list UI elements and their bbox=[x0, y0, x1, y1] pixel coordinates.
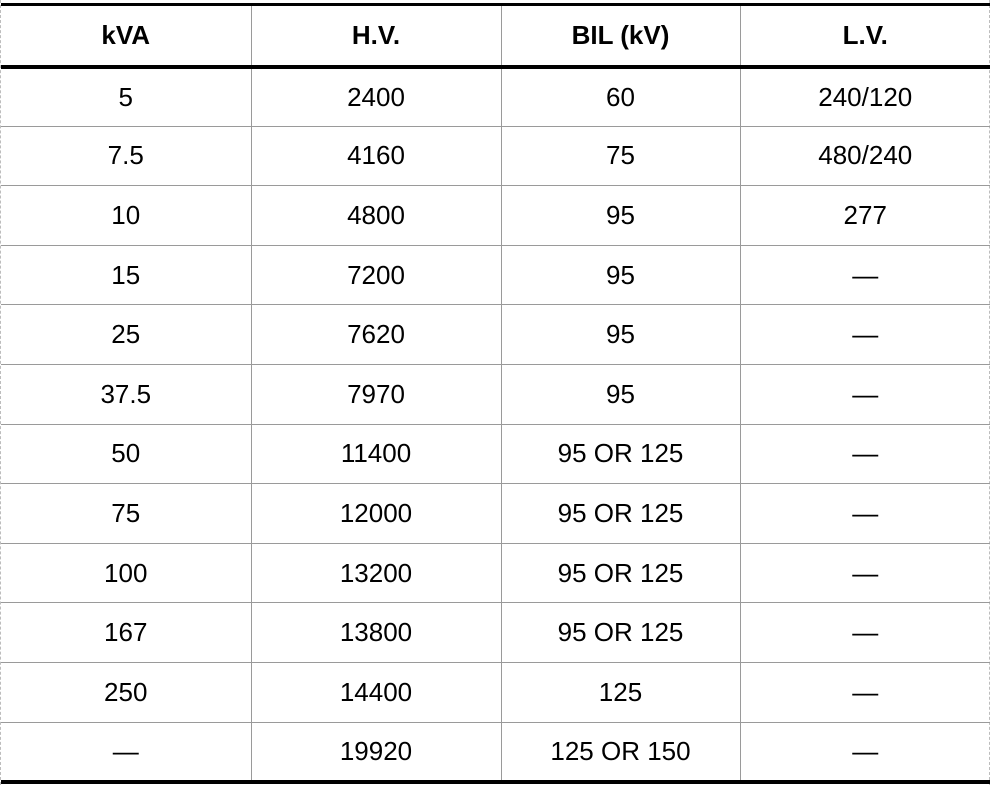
cell-lv: — bbox=[739, 661, 990, 723]
cell-lv: 240/120 bbox=[739, 66, 990, 127]
cell-bil: 95 bbox=[500, 185, 741, 246]
cell-hv: 7200 bbox=[250, 244, 502, 306]
cell-bil: 95 OR 125 bbox=[500, 542, 741, 604]
cell-hv: 14400 bbox=[250, 661, 502, 723]
table-row: 5 2400 60 240/120 bbox=[1, 66, 990, 127]
cell-kva: 5 bbox=[1, 66, 252, 127]
table-row: — 19920 125 OR 150 — bbox=[1, 721, 990, 784]
cell-bil: 95 bbox=[500, 304, 741, 365]
cell-kva: 100 bbox=[1, 542, 252, 604]
cell-bil: 125 OR 150 bbox=[500, 721, 741, 784]
table-row: 50 11400 95 OR 125 — bbox=[1, 423, 990, 485]
cell-kva: 250 bbox=[1, 661, 252, 723]
cell-bil: 75 bbox=[500, 125, 741, 187]
table-row: 25 7620 95 — bbox=[1, 304, 990, 365]
table-row: 15 7200 95 — bbox=[1, 244, 990, 306]
cell-kva: 25 bbox=[1, 304, 252, 365]
cell-lv: — bbox=[739, 244, 990, 306]
cell-kva: 50 bbox=[1, 423, 252, 485]
transformer-ratings-table: kVA H.V. BIL (kV) L.V. 5 2400 60 240/120… bbox=[1, 3, 990, 784]
cell-hv: 13800 bbox=[250, 602, 502, 663]
table-header-row: kVA H.V. BIL (kV) L.V. bbox=[1, 3, 990, 69]
table-row: 37.5 7970 95 — bbox=[1, 363, 990, 425]
cell-hv: 4800 bbox=[250, 185, 502, 246]
table-row: 167 13800 95 OR 125 — bbox=[1, 602, 990, 663]
cell-hv: 11400 bbox=[250, 423, 502, 485]
cell-lv: — bbox=[739, 483, 990, 544]
cell-bil: 95 OR 125 bbox=[500, 483, 741, 544]
header-bil: BIL (kV) bbox=[500, 3, 741, 69]
table-row: 75 12000 95 OR 125 — bbox=[1, 483, 990, 544]
cell-lv: — bbox=[739, 542, 990, 604]
cell-bil: 125 bbox=[500, 661, 741, 723]
cell-lv: — bbox=[739, 602, 990, 663]
cell-lv: — bbox=[739, 721, 990, 784]
cell-kva: 7.5 bbox=[1, 125, 252, 187]
table-row: 7.5 4160 75 480/240 bbox=[1, 125, 990, 187]
cell-hv: 2400 bbox=[250, 66, 502, 127]
header-hv: H.V. bbox=[250, 3, 502, 69]
cell-kva: 15 bbox=[1, 244, 252, 306]
header-kva: kVA bbox=[1, 3, 252, 69]
cell-bil: 95 OR 125 bbox=[500, 423, 741, 485]
cell-bil: 95 bbox=[500, 244, 741, 306]
cell-hv: 13200 bbox=[250, 542, 502, 604]
cell-kva: 10 bbox=[1, 185, 252, 246]
cell-hv: 12000 bbox=[250, 483, 502, 544]
cell-kva: 37.5 bbox=[1, 363, 252, 425]
table-row: 250 14400 125 — bbox=[1, 661, 990, 723]
cell-lv: 480/240 bbox=[739, 125, 990, 187]
cell-hv: 7970 bbox=[250, 363, 502, 425]
table-row: 10 4800 95 277 bbox=[1, 185, 990, 246]
cell-lv: 277 bbox=[739, 185, 990, 246]
cell-lv: — bbox=[739, 363, 990, 425]
table-body: 5 2400 60 240/120 7.5 4160 75 480/240 10… bbox=[1, 66, 990, 784]
cell-kva: 167 bbox=[1, 602, 252, 663]
cell-bil: 95 OR 125 bbox=[500, 602, 741, 663]
cell-kva: — bbox=[1, 721, 252, 784]
cell-lv: — bbox=[739, 423, 990, 485]
cell-bil: 95 bbox=[500, 363, 741, 425]
cell-kva: 75 bbox=[1, 483, 252, 544]
cell-lv: — bbox=[739, 304, 990, 365]
cell-hv: 19920 bbox=[250, 721, 502, 784]
table-row: 100 13200 95 OR 125 — bbox=[1, 542, 990, 604]
cell-bil: 60 bbox=[500, 66, 741, 127]
cell-hv: 4160 bbox=[250, 125, 502, 187]
header-lv: L.V. bbox=[739, 3, 990, 69]
cell-hv: 7620 bbox=[250, 304, 502, 365]
